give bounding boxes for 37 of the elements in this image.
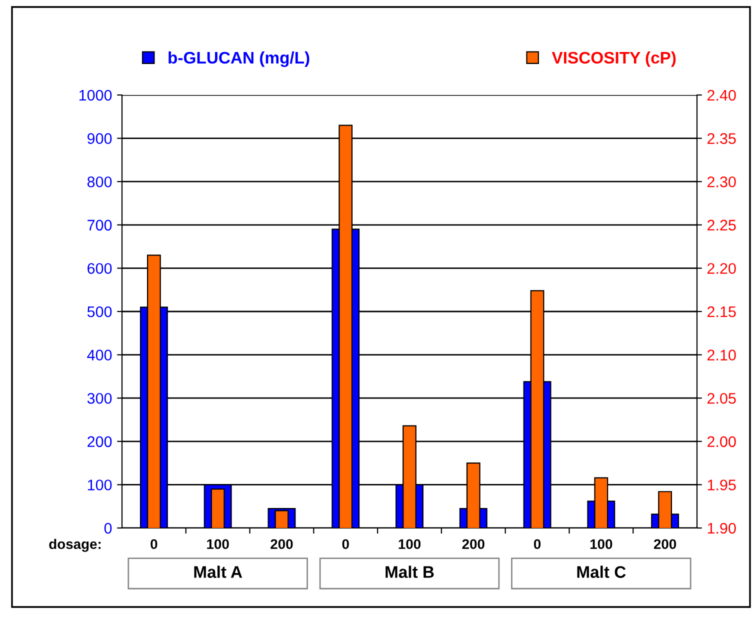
x-tick-label: 100 <box>590 539 612 550</box>
y2-tick-label: 2.35 <box>707 133 736 144</box>
y2-tick-label: 2.05 <box>707 392 736 404</box>
y-tick-label: 200 <box>88 436 112 448</box>
x-tick-label: 0 <box>534 539 541 550</box>
y-tick-label: 1000 <box>79 90 112 101</box>
x-tick-label: 0 <box>150 539 158 550</box>
text: Malt B <box>386 566 434 578</box>
y2-tick-label: 1.95 <box>708 480 736 490</box>
y2-tick-label: 2.10 <box>707 350 736 360</box>
y2-tick-label: 2.20 <box>707 263 736 274</box>
x-tick-label: 200 <box>462 539 484 550</box>
x-tick-label: 0 <box>342 539 349 550</box>
y-tick-label: 100 <box>88 480 112 490</box>
y-tick-label: 800 <box>87 176 112 188</box>
y-tick-label: 500 <box>87 306 112 318</box>
x-axis-title: dosage: <box>49 538 101 552</box>
text: Malt C <box>577 566 626 578</box>
y2-tick-label: 2.15 <box>707 306 736 318</box>
legend-label: b-GLUCAN (mg/L) <box>168 51 310 68</box>
y2-tick-label: 2.40 <box>707 90 736 101</box>
y-tick-label: 700 <box>88 220 112 231</box>
text: Malt A <box>194 566 242 578</box>
x-tick-label: 100 <box>207 539 229 550</box>
y-tick-label: 0 <box>104 522 112 534</box>
y-tick-label: 400 <box>87 350 112 360</box>
y2-tick-label: 2.30 <box>707 176 736 188</box>
x-tick-label: 100 <box>398 539 421 550</box>
y2-tick-label: 1.90 <box>708 522 736 534</box>
legend-label: VISCOSITY (cP) <box>552 51 676 67</box>
y2-tick-label: 2.25 <box>707 220 736 231</box>
y-tick-label: 900 <box>88 133 112 144</box>
y-tick-label: 600 <box>88 263 112 274</box>
x-tick-label: 200 <box>270 539 293 550</box>
y2-tick-label: 2.00 <box>707 436 736 448</box>
x-tick-label: 200 <box>654 539 676 550</box>
y-tick-label: 300 <box>87 392 112 404</box>
